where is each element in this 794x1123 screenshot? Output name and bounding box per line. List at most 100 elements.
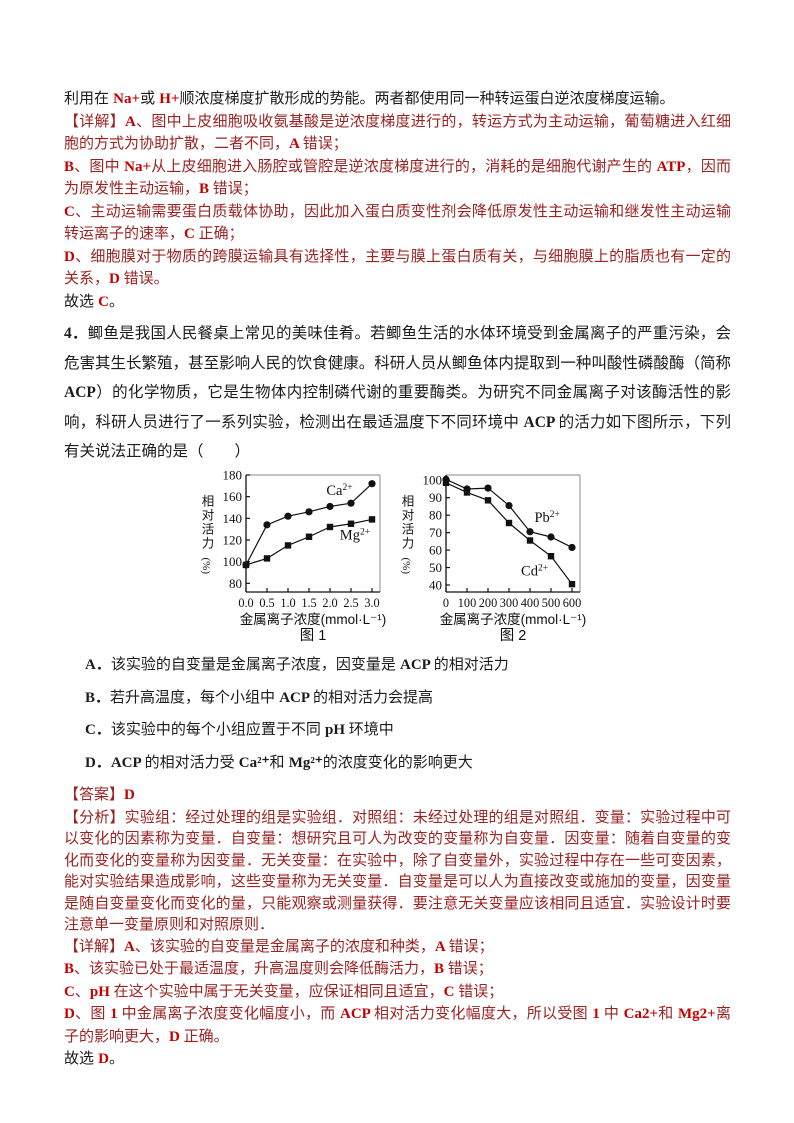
- text-segment: ACP: [279, 689, 313, 706]
- text-segment: D: [98, 1051, 110, 1068]
- text-segment: 4．: [64, 325, 88, 342]
- text-segment: D: [109, 271, 124, 287]
- text-segment: 的活力如下图所示，下列有关说法正确的是（ ）: [64, 413, 731, 461]
- svg-text:300: 300: [500, 596, 518, 610]
- svg-text:3.0: 3.0: [364, 596, 379, 610]
- text-segment: 错误。: [123, 270, 169, 287]
- text-segment: 的相对活力会提高: [312, 688, 433, 706]
- text-segment: 顺浓度梯度扩散形成的势能。两者都使用同一种转运蛋白逆浓度梯度运输。: [179, 90, 675, 107]
- text-segment: 中: [603, 1005, 624, 1023]
- text-segment: C．: [85, 722, 111, 739]
- text-segment: B: [64, 158, 75, 175]
- text-segment: 、图中上皮细胞吸收氨基酸是逆浓度梯度进行的，转运方式为主动运输，葡萄糖进入红细胞…: [64, 112, 731, 153]
- svg-text:力: 力: [202, 536, 215, 550]
- text-segment: ）的化学物质，它是生物体内控制磷代谢的重要酶类。为研究不同金属离子对该酶活性的影…: [64, 384, 731, 431]
- figure-1-line-chart: 80 100 120 140 160 180 0.0 0.5 1.0 1.5 2.0 2.5 3.0 Ca…: [198, 467, 398, 647]
- text-segment: 该实验中的每个小组应置于不同: [110, 721, 326, 739]
- text-segment: 和: [658, 1005, 678, 1023]
- svg-text:活: 活: [402, 522, 415, 536]
- explanation1-point-a: 【详解】 A、图中上皮细胞吸收氨基酸是逆浓度梯度进行的，转运方式为主动运输，葡萄糖…: [64, 111, 731, 156]
- text-segment: 1: [110, 1006, 122, 1023]
- text-segment: ATP: [656, 158, 686, 175]
- svg-text:1.0: 1.0: [280, 596, 295, 610]
- text-segment: 【答案】: [64, 786, 125, 804]
- svg-text:100: 100: [458, 596, 476, 610]
- explanation1-point-d: D、细胞膜对于物质的跨膜运输具有选择性，主要与膜上蛋白质有关，与细胞膜上的脂质也…: [64, 246, 731, 291]
- text-segment: 或: [140, 90, 160, 107]
- svg-text:500: 500: [542, 596, 560, 610]
- text-segment: 错误；: [302, 135, 348, 152]
- text-segment: 和: [269, 753, 289, 771]
- text-segment: 正确；: [198, 225, 244, 242]
- explanation2-conclusion: 故选 D。: [64, 1048, 731, 1071]
- text-segment: 的浓度变化的影响更大: [322, 753, 473, 771]
- text-segment: Ca²⁺: [238, 754, 270, 771]
- figure-2-line-chart: 40 50 60 70 80 90 100 0 100 200 300 400 500 600 Pb2+ Cd…: [398, 469, 598, 647]
- svg-text:400: 400: [521, 596, 539, 610]
- text-segment: 。: [109, 1050, 125, 1068]
- svg-text:140: 140: [223, 511, 243, 526]
- svg-text:90: 90: [429, 490, 442, 505]
- svg-text:相: 相: [202, 494, 215, 508]
- text-segment: A: [289, 136, 303, 152]
- text-segment: 。: [109, 292, 125, 310]
- text-segment: ACP: [110, 754, 145, 771]
- explanation1-point-c: C、主动运输需要蛋白质载体协助，因此加入蛋白质变性剂会降低原发性主动运输和继发性…: [64, 201, 731, 246]
- explanation1-conclusion: 故选 C。: [64, 291, 731, 314]
- option-c: C．该实验中的每个小组应置于不同 pH 环境中: [64, 719, 731, 741]
- text-segment: 故选: [64, 1050, 99, 1068]
- text-segment: 故选: [64, 292, 99, 310]
- svg-text:Mg2+: Mg2+: [340, 527, 370, 543]
- text-segment: D: [124, 787, 135, 804]
- svg-text:Ca2+: Ca2+: [326, 483, 352, 499]
- text-segment: 、细胞膜对于物质的跨膜运输具有选择性，主要与膜上蛋白质有关，与细胞膜上的脂质也有…: [64, 247, 731, 288]
- text-segment: C: [64, 983, 75, 1000]
- text-segment: Na+: [113, 91, 141, 107]
- svg-text:180: 180: [223, 469, 243, 483]
- text-segment: pH: [325, 722, 349, 739]
- text-segment: C: [184, 226, 199, 242]
- explanation2-point-a: 【详解】A、该实验的自变量是金属离子的浓度和种类，A 错误；: [64, 936, 731, 959]
- option-a: A．该实验的自变量是金属离子浓度，因变量是 ACP 的相对活力: [64, 654, 731, 676]
- answer-line: 【答案】D: [64, 784, 731, 807]
- option-b: B．若升高温度，每个小组中 ACP 的相对活力会提高: [64, 687, 731, 709]
- text-segment: 环境中: [348, 721, 394, 739]
- text-segment: ，因而为原发性主动运输，: [64, 157, 732, 198]
- text-segment: 【详解】: [64, 112, 126, 130]
- text-segment: 从上皮细胞进入肠腔或管腔是逆浓度梯度进行的，消耗的是细胞代谢产生的: [151, 157, 657, 175]
- text-segment: D: [64, 1006, 75, 1023]
- text-segment: A: [124, 938, 135, 955]
- text-segment: H+: [159, 91, 180, 107]
- text-segment: D．: [85, 754, 111, 771]
- text-segment: 在这个实验中属于无关变量，应保证相同且适宜，: [113, 982, 444, 1000]
- text-segment: pH: [89, 983, 114, 1000]
- analysis-paragraph: 【分析】实验组：经过处理的组是实验组．对照组：未经过处理的组是对照组．变量：实验…: [64, 807, 731, 936]
- text-segment: 错误；: [458, 982, 504, 1000]
- svg-text:80: 80: [229, 576, 242, 591]
- text-segment: 、该实验的自变量是金属离子的浓度和种类，: [134, 937, 435, 955]
- text-segment: 鲫鱼是我国人民餐桌上常见的美味佳肴。若鲫鱼生活的水体环境受到金属离子的严重污染，…: [64, 325, 731, 372]
- text-segment: 【分析】: [64, 808, 125, 826]
- text-segment: B: [434, 961, 448, 978]
- svg-text:60: 60: [429, 543, 442, 558]
- text-segment: C: [64, 203, 75, 220]
- svg-text:金属离子浓度(mmol·L⁻¹): 金属离子浓度(mmol·L⁻¹): [240, 611, 387, 627]
- svg-text:100: 100: [223, 554, 243, 569]
- explanation2-point-d: D、图 1 中金属离子浓度变化幅度小，而 ACP 相对活力变化幅度大，所以受图 …: [64, 1003, 731, 1048]
- text-segment: 该实验的自变量是金属离子浓度，因变量是: [110, 655, 401, 673]
- svg-text:2.0: 2.0: [322, 596, 337, 610]
- text-segment: B: [64, 961, 75, 978]
- svg-text:金属离子浓度(mmol·L⁻¹): 金属离子浓度(mmol·L⁻¹): [440, 611, 587, 627]
- text-segment: D: [64, 248, 75, 265]
- text-segment: 、图: [74, 1005, 111, 1023]
- svg-text:100: 100: [423, 473, 443, 488]
- text-segment: ACP: [339, 1006, 375, 1023]
- text-segment: Mg2+: [678, 1006, 716, 1023]
- text-segment: 错误；: [448, 937, 494, 955]
- svg-text:80: 80: [429, 508, 442, 523]
- svg-text:Pb2+: Pb2+: [534, 510, 559, 526]
- text-segment: Ca2+: [623, 1006, 658, 1023]
- previous-answer-tail-paragraph: 利用在 Na+或 H+顺浓度梯度扩散形成的势能。两者都使用同一种转运蛋白逆浓度梯…: [64, 88, 731, 111]
- text-segment: A: [434, 938, 449, 955]
